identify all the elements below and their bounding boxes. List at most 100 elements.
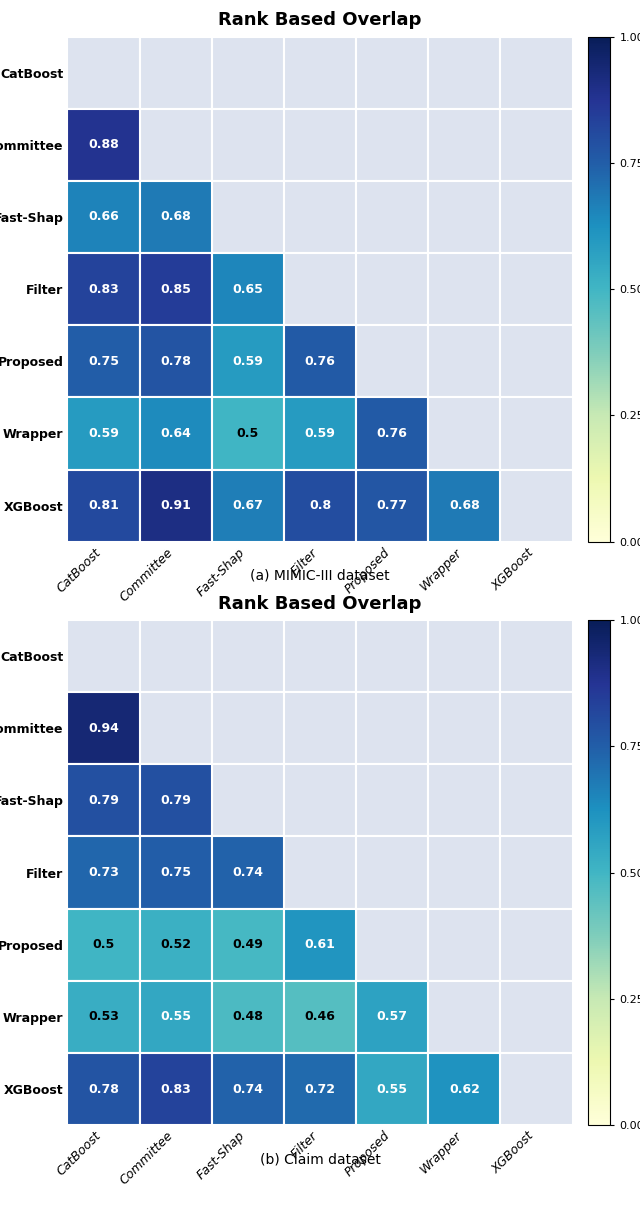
Bar xyxy=(212,1053,284,1125)
Bar xyxy=(140,398,212,470)
Text: 0.88: 0.88 xyxy=(88,138,119,151)
Bar xyxy=(284,909,356,981)
Bar xyxy=(67,909,140,981)
Bar xyxy=(428,470,500,542)
Bar xyxy=(67,837,140,909)
Bar xyxy=(428,470,500,542)
Bar xyxy=(140,837,212,909)
Bar xyxy=(356,109,428,181)
Bar xyxy=(284,837,356,909)
Bar xyxy=(212,470,284,542)
Bar xyxy=(212,837,284,909)
Bar xyxy=(67,470,140,542)
Title: Rank Based Overlap: Rank Based Overlap xyxy=(218,11,422,29)
Bar xyxy=(67,253,140,326)
Text: 0.64: 0.64 xyxy=(160,427,191,440)
Bar xyxy=(140,981,212,1053)
Text: 0.59: 0.59 xyxy=(88,427,119,440)
Bar xyxy=(356,1053,428,1125)
Bar xyxy=(140,764,212,837)
Text: 0.68: 0.68 xyxy=(160,211,191,223)
Bar xyxy=(212,37,284,109)
Bar xyxy=(356,837,428,909)
Title: Rank Based Overlap: Rank Based Overlap xyxy=(218,595,422,612)
Bar xyxy=(67,692,140,764)
Bar xyxy=(140,181,212,253)
Bar xyxy=(67,764,140,837)
Bar xyxy=(67,109,140,181)
Bar xyxy=(212,398,284,470)
Bar xyxy=(67,326,140,398)
Bar xyxy=(356,398,428,470)
Bar xyxy=(140,470,212,542)
Bar xyxy=(428,326,500,398)
Bar xyxy=(428,1053,500,1125)
Bar xyxy=(67,253,140,326)
Bar xyxy=(67,181,140,253)
Bar xyxy=(140,692,212,764)
Bar xyxy=(67,837,140,909)
Bar xyxy=(212,326,284,398)
Text: 0.94: 0.94 xyxy=(88,722,119,734)
Bar xyxy=(356,981,428,1053)
Bar xyxy=(67,109,140,181)
Text: 0.46: 0.46 xyxy=(305,1010,335,1024)
Bar xyxy=(284,398,356,470)
Bar xyxy=(284,981,356,1053)
Bar xyxy=(140,109,212,181)
Text: 0.76: 0.76 xyxy=(377,427,408,440)
Bar xyxy=(212,620,284,692)
Bar xyxy=(140,398,212,470)
Text: 0.83: 0.83 xyxy=(160,1082,191,1096)
Bar xyxy=(284,326,356,398)
Text: 0.49: 0.49 xyxy=(232,938,263,952)
Bar xyxy=(356,981,428,1053)
Bar xyxy=(356,620,428,692)
Bar xyxy=(428,909,500,981)
Bar xyxy=(284,1053,356,1125)
Bar xyxy=(67,398,140,470)
Text: 0.67: 0.67 xyxy=(232,499,263,512)
Bar xyxy=(67,1053,140,1125)
Bar xyxy=(284,253,356,326)
Text: 0.5: 0.5 xyxy=(92,938,115,952)
Bar xyxy=(500,37,573,109)
Bar xyxy=(140,837,212,909)
Text: 0.53: 0.53 xyxy=(88,1010,119,1024)
Text: 0.79: 0.79 xyxy=(88,794,119,806)
Bar xyxy=(140,326,212,398)
Bar xyxy=(356,470,428,542)
Bar xyxy=(428,692,500,764)
Bar xyxy=(500,398,573,470)
Bar xyxy=(67,1053,140,1125)
Bar xyxy=(212,253,284,326)
Bar xyxy=(284,620,356,692)
Bar xyxy=(212,764,284,837)
Bar xyxy=(284,692,356,764)
Text: 0.8: 0.8 xyxy=(309,499,331,512)
Text: 0.61: 0.61 xyxy=(305,938,335,952)
Bar xyxy=(67,181,140,253)
Bar xyxy=(428,620,500,692)
Text: 0.52: 0.52 xyxy=(160,938,191,952)
Text: (a) MIMIC-III dataset: (a) MIMIC-III dataset xyxy=(250,569,390,583)
Text: 0.76: 0.76 xyxy=(305,355,335,367)
Bar xyxy=(500,692,573,764)
Bar xyxy=(284,37,356,109)
Bar xyxy=(428,837,500,909)
Bar xyxy=(428,1053,500,1125)
Bar xyxy=(356,470,428,542)
Text: 0.75: 0.75 xyxy=(160,866,191,880)
Text: 0.81: 0.81 xyxy=(88,499,119,512)
Text: 0.66: 0.66 xyxy=(88,211,119,223)
Bar xyxy=(67,981,140,1053)
Text: 0.75: 0.75 xyxy=(88,355,119,367)
Bar xyxy=(284,764,356,837)
Bar xyxy=(67,764,140,837)
Bar xyxy=(284,909,356,981)
Bar xyxy=(356,326,428,398)
Bar xyxy=(140,253,212,326)
Text: 0.77: 0.77 xyxy=(377,499,408,512)
Bar xyxy=(500,909,573,981)
Bar xyxy=(500,470,573,542)
